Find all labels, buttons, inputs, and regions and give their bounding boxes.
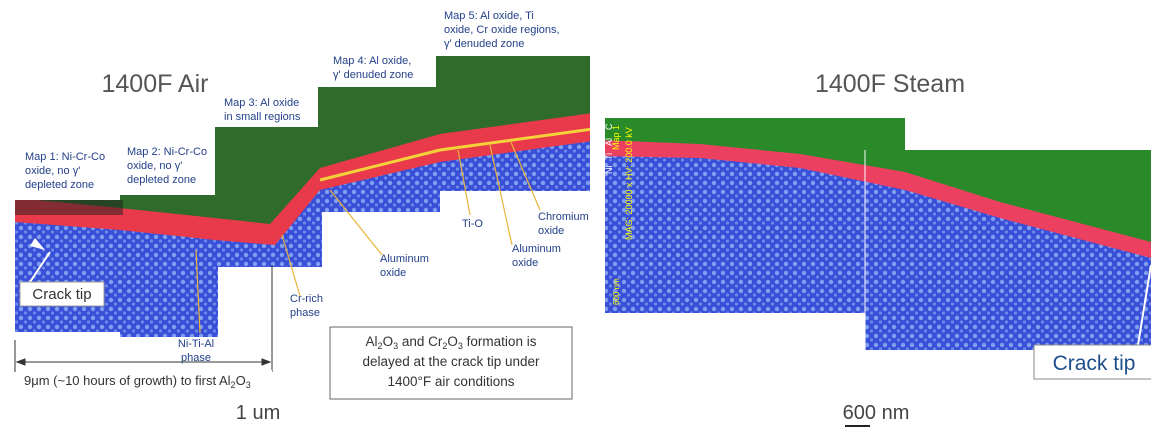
map-caption: γ' denuded zone: [333, 69, 413, 81]
map-caption: Map 3: Al oxide: [224, 97, 299, 109]
map-caption: Map 2: Ni-Cr-Co: [127, 146, 207, 158]
note-line: Al2O3 and Cr2O3 formation is: [366, 334, 537, 351]
element-label: Ti: [604, 153, 614, 160]
oxide-label: Chromium: [538, 211, 589, 223]
map-caption: oxide, Cr oxide regions,: [444, 24, 560, 36]
left-scale-label: 1 um: [236, 402, 280, 424]
text-part: and Cr: [398, 334, 443, 349]
right-scale-label: 600 nm: [843, 402, 910, 424]
subscript: 3: [246, 380, 251, 390]
element-label: C: [604, 123, 614, 130]
map-caption: in small regions: [224, 111, 301, 123]
element-label: Al: [604, 138, 614, 146]
element-label: Ni: [604, 166, 614, 175]
map-caption: oxide, no γ': [127, 160, 182, 172]
map-caption: Map 4: Al oxide,: [333, 55, 411, 67]
map-caption: Map 1: Ni-Cr-Co: [25, 151, 105, 163]
map-caption: γ' denuded zone: [444, 38, 524, 50]
oxide-label: oxide: [380, 267, 406, 279]
text-part: O: [236, 373, 246, 388]
oxide-label: Ti-O: [462, 218, 483, 230]
note-line: delayed at the crack tip under: [362, 354, 540, 369]
note-line: 1400°F air conditions: [388, 374, 515, 389]
text-part: 9μm (~10 hours of growth) to first Al: [24, 373, 231, 388]
scale-bar-label: 600 nm: [612, 278, 621, 305]
text-part: O: [447, 334, 458, 349]
map-caption: Map 5: Al oxide, Ti: [444, 10, 534, 22]
page: Map 1 MAG: 20000 x HV: 200.0 kV 600 nm C…: [0, 0, 1151, 430]
crack-tip-label: Crack tip: [1053, 352, 1136, 375]
crack-tip-label: Crack tip: [32, 286, 91, 303]
oxide-label: Aluminum: [380, 253, 429, 265]
text-part: Al: [366, 334, 378, 349]
mag-label: MAG: 20000 x HV: 200.0 kV: [624, 127, 634, 240]
oxide-label: oxide: [512, 257, 538, 269]
map-caption: depleted zone: [25, 179, 94, 191]
map-caption: oxide, no γ': [25, 165, 80, 177]
text-part: formation is: [463, 334, 537, 349]
oxide-label: Aluminum: [512, 243, 561, 255]
distance-label: 9μm (~10 hours of growth) to first Al2O3: [24, 373, 251, 390]
right-micrograph: [600, 110, 1151, 360]
right-title: 1400F Steam: [815, 70, 965, 98]
oxide-label: oxide: [538, 225, 564, 237]
phase-label: phase: [290, 307, 320, 319]
phase-label: Ni-Ti-Al: [178, 338, 214, 350]
map-caption: depleted zone: [127, 174, 196, 186]
left-title: 1400F Air: [101, 70, 208, 98]
figure: Map 1 MAG: 20000 x HV: 200.0 kV 600 nm C…: [0, 0, 1151, 430]
phase-label: Cr-rich: [290, 293, 323, 305]
text-part: O: [383, 334, 394, 349]
